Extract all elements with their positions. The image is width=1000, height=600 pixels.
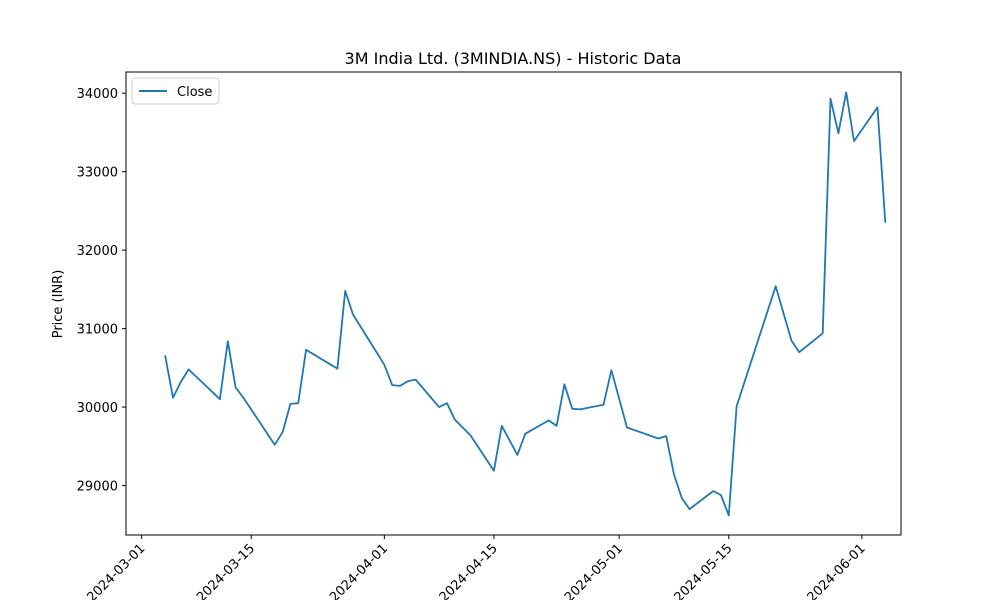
x-tick-label: 2024-06-01: [805, 541, 869, 600]
y-axis-label: Price (INR): [51, 270, 66, 339]
y-tick-label: 30000: [77, 401, 118, 416]
x-tick-label: 2024-05-01: [562, 541, 626, 600]
x-tick-label: 2024-03-01: [84, 541, 148, 600]
y-tick-label: 33000: [77, 166, 118, 181]
x-axis: 2024-03-01 2024-03-15 2024-04-01 2024-04-15…: [84, 535, 869, 600]
y-tick-label: 31000: [77, 323, 118, 338]
y-tick-label: 34000: [77, 87, 118, 102]
y-axis: 29000 30000 31000 32000 33000 34000: [77, 87, 126, 495]
y-tick-label: 29000: [77, 480, 118, 495]
x-tick-label: 2024-03-15: [194, 541, 258, 600]
plot-area: [125, 71, 902, 536]
legend: Close: [131, 77, 220, 105]
legend-box: [131, 77, 220, 105]
legend-label-close: Close: [177, 85, 212, 100]
x-tick-label: 2024-04-15: [437, 541, 501, 600]
chart-title: 3M India Ltd. (3MINDIA.NS) - Historic Da…: [345, 49, 682, 68]
series-line-close: [164, 91, 887, 517]
series-layer: [164, 91, 887, 517]
x-tick-label: 2024-05-15: [672, 541, 736, 600]
x-tick-label: 2024-04-01: [327, 541, 391, 600]
y-tick-label: 32000: [77, 244, 118, 259]
